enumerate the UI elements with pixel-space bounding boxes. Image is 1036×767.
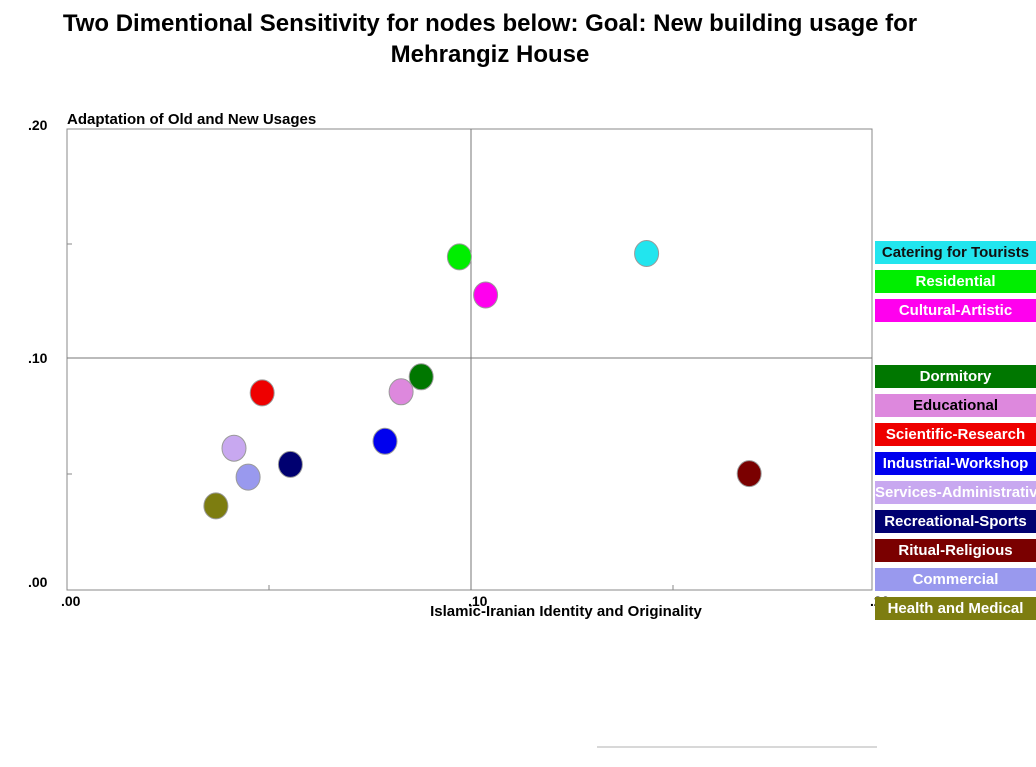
y-axis-label: Adaptation of Old and New Usages (67, 111, 316, 128)
data-point-dormitory (408, 363, 434, 391)
legend-item-residential: Residential (875, 270, 1036, 294)
legend-item-educational: Educational (875, 393, 1036, 417)
data-point-commercial (235, 463, 261, 491)
legend-item-industrial-workshop: Industrial-Workshop (875, 451, 1036, 475)
legend-item-catering-for-tourists: Catering for Tourists (875, 241, 1036, 265)
chart-title: Two Dimentional Sensitivity for nodes be… (62, 10, 918, 68)
data-point-educational (388, 378, 414, 406)
legend-divider-line (597, 746, 877, 748)
y-tick-label: .20 (28, 117, 48, 133)
data-point-catering-for-tourists (634, 240, 660, 267)
data-point-cultural-artistic (473, 281, 499, 309)
legend-item-health-and-medical: Health and Medical (875, 596, 1036, 620)
legend-item-ritual-religious: Ritual-Religious (875, 538, 1036, 562)
plot-frame (66, 128, 873, 591)
legend-item-cultural-artistic: Cultural-Artistic (875, 299, 1036, 323)
x-tick-label: .10 (468, 593, 488, 609)
legend-item-commercial: Commercial (875, 567, 1036, 591)
legend-item-scientific-research: Scientific-Research (875, 422, 1036, 446)
data-point-scientific-research (249, 379, 275, 407)
x-axis-label: Islamic-Iranian Identity and Originality (430, 603, 702, 620)
data-point-health-and-medical (203, 492, 229, 520)
data-point-services-administrative (221, 434, 247, 462)
data-point-recreational-sports (277, 450, 303, 478)
x-tick-label: .00 (61, 593, 81, 609)
data-point-industrial-workshop (372, 427, 398, 455)
legend-item-dormitory: Dormitory (875, 364, 1036, 388)
legend-item-services-administrative: Services-Administrative (875, 480, 1036, 504)
data-point-ritual-religious (736, 460, 762, 488)
points-layer (203, 240, 762, 520)
y-tick-label: .00 (28, 574, 48, 590)
y-tick-label: .10 (28, 350, 48, 366)
data-point-residential (446, 243, 472, 271)
legend-item-recreational-sports: Recreational-Sports (875, 509, 1036, 533)
